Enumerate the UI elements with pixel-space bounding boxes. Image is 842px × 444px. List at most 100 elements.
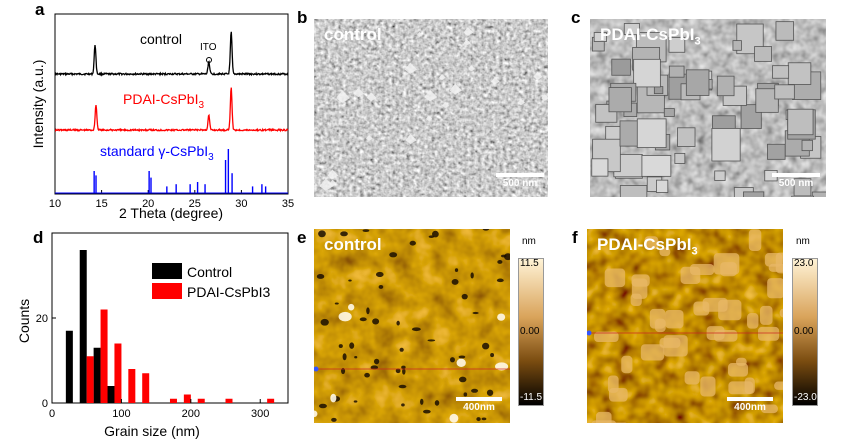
afm-bright-spot xyxy=(495,362,509,371)
sem-cube-grain xyxy=(623,23,640,36)
sem-cube-grain xyxy=(663,108,675,117)
sem-bright-grain xyxy=(438,74,446,81)
sem-cube-grain xyxy=(711,128,741,162)
afm-pit xyxy=(401,365,406,370)
afm-grain xyxy=(607,375,619,393)
afm-texture-control xyxy=(314,229,510,423)
afm-bright-grains xyxy=(591,229,783,423)
sem-bright-grain xyxy=(491,76,500,85)
afm-pit xyxy=(409,240,416,246)
sem-scalebar-b: 500 nm xyxy=(496,173,544,189)
sem-cube-grain xyxy=(636,118,667,149)
sem-image-pdai: PDAI-CsPbI3 500 nm xyxy=(590,19,826,197)
sem-cube-grain xyxy=(755,88,779,113)
afm-grain xyxy=(594,331,619,343)
sem-cube-grain xyxy=(668,37,686,53)
afm-pit xyxy=(454,268,459,273)
hist-y-tick-label: 20 xyxy=(36,313,48,325)
xrd-tick-label: 20 xyxy=(142,198,154,210)
afm-pit xyxy=(420,398,424,405)
hist-bar-pdai xyxy=(128,369,136,403)
afm-colorbar-e xyxy=(518,258,544,406)
afm-pit xyxy=(470,272,474,279)
afm-bright-spot xyxy=(456,358,466,368)
sem-bright-grain xyxy=(405,133,417,144)
hist-bar-pdai xyxy=(267,398,275,403)
afm-pit xyxy=(402,368,406,375)
sem-bright-grain xyxy=(404,62,418,74)
afm-dark-pits xyxy=(314,229,510,423)
xrd-plot-frame xyxy=(54,13,289,195)
afm-image-control: control 400nm xyxy=(314,229,510,423)
legend-label-pdai: PDAI-CsPbI3 xyxy=(187,284,270,300)
sem-bright-grain xyxy=(366,92,377,102)
hist-bar-pdai xyxy=(142,373,150,403)
sem-cube-grain xyxy=(714,170,726,181)
hist-bar-pdai xyxy=(197,398,205,403)
afm-grain xyxy=(768,263,783,272)
sem-bright-grain xyxy=(424,89,438,102)
sem-cube-grain xyxy=(716,75,735,97)
xrd-x-ticks: 10 15 20 25 30 35 xyxy=(49,190,294,210)
afm-pit xyxy=(497,260,503,264)
xrd-tick-label: 35 xyxy=(282,198,294,210)
hist-ylabel: Counts xyxy=(16,299,32,343)
hist-bar-control xyxy=(79,250,87,403)
panel-label-c: c xyxy=(571,8,581,27)
afm-bright-spot xyxy=(314,410,318,418)
afm-title-pdai: PDAI-CsPbI3 xyxy=(597,235,698,258)
panel-label-b: b xyxy=(297,8,308,27)
sem-bright-grain xyxy=(425,115,433,121)
sem-bright-grain xyxy=(353,87,365,98)
afm-grain xyxy=(690,263,715,276)
sem-bright-grain xyxy=(336,90,351,103)
afm-pit xyxy=(458,376,467,383)
afm-bright-spot xyxy=(449,413,459,423)
hist-ticks: 0 100 200 300 0 20 xyxy=(36,313,270,420)
afm-pit xyxy=(398,384,407,389)
afm-pit xyxy=(496,278,504,283)
afm-grain xyxy=(779,308,783,318)
afm-pit xyxy=(331,417,337,422)
xrd-chart: 10 15 20 25 30 35 control ITO PDAI-CsPbI3 sta… xyxy=(30,13,294,221)
afm-grain xyxy=(747,313,759,329)
afm-pit xyxy=(399,347,404,352)
afm-unit-f: nm xyxy=(796,236,810,247)
afm-unit-e: nm xyxy=(522,236,536,247)
afm-texture-pdai xyxy=(587,229,783,423)
xrd-ylabel: Intensity (a.u.) xyxy=(30,60,46,149)
sem-title-pdai: PDAI-CsPbI3 xyxy=(600,25,701,48)
sem-title-control: control xyxy=(324,25,382,44)
afm-pit xyxy=(366,307,370,315)
hist-x-tick-label: 200 xyxy=(182,408,200,420)
xrd-standard-sticks xyxy=(93,149,267,193)
afm-pit xyxy=(353,400,358,403)
sem-bright-grain xyxy=(533,71,543,80)
sem-cube-grain xyxy=(677,127,696,147)
afm-pit xyxy=(401,403,405,407)
sem-bright-grain xyxy=(329,179,337,187)
afm-pit xyxy=(471,388,479,393)
sem-bright-grain xyxy=(319,178,334,191)
xrd-label-control: control xyxy=(140,31,182,47)
afm-grain xyxy=(621,355,633,374)
hist-bar-pdai xyxy=(225,398,233,403)
afm-grain xyxy=(659,247,671,257)
afm-min-f: -23.0 xyxy=(794,392,817,403)
afm-max-f: 23.0 xyxy=(794,258,814,269)
sem-cube-grain xyxy=(608,87,632,113)
afm-colorbar-f xyxy=(792,258,818,406)
hist-x-tick-label: 300 xyxy=(251,408,269,420)
hist-bar-control xyxy=(65,330,73,403)
sem-bright-grain xyxy=(365,134,373,141)
afm-pit xyxy=(432,230,439,238)
afm-grain xyxy=(596,411,612,423)
afm-mid-e: 0.00 xyxy=(520,326,540,337)
xrd-ito-label: ITO xyxy=(200,42,217,53)
xrd-line-control xyxy=(54,31,289,77)
afm-grain xyxy=(727,363,749,377)
afm-grain xyxy=(684,371,700,385)
sem-cube-grain xyxy=(791,195,814,197)
afm-image-pdai: PDAI-CsPbI3 400nm xyxy=(587,229,783,423)
panel-label-d: d xyxy=(33,228,44,247)
